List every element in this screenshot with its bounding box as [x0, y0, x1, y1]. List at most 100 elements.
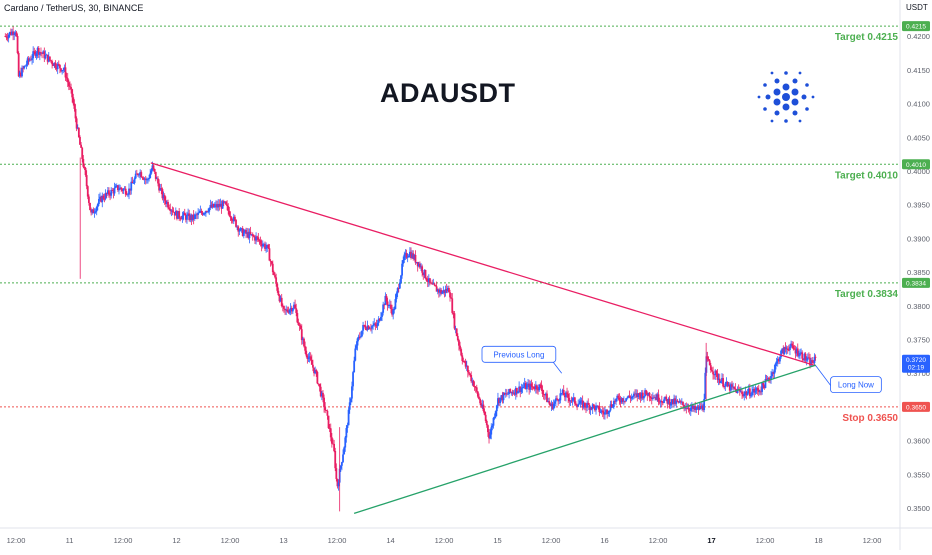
level-price-badge	[902, 401, 930, 412]
candle-body	[789, 346, 791, 351]
candle-body	[813, 356, 816, 363]
candle-body	[296, 312, 299, 323]
candle-body	[87, 196, 90, 203]
symbol-title[interactable]: Cardano / TetherUS, 30, BINANCE	[4, 3, 144, 13]
candle-body	[168, 207, 171, 209]
candle-body	[179, 217, 182, 219]
candle-body	[475, 387, 478, 392]
candle-body	[522, 386, 525, 388]
candle-body	[515, 387, 518, 394]
cardano-logo-dot	[773, 88, 781, 96]
candle-body	[262, 244, 265, 245]
candle-body	[523, 383, 526, 387]
candle-body	[353, 360, 356, 373]
candle-body	[474, 387, 477, 388]
candle-body	[540, 384, 543, 390]
candle-body	[659, 400, 662, 403]
candle-body	[481, 404, 484, 407]
candle-body	[53, 62, 56, 66]
candle-body	[601, 410, 604, 413]
candle-body	[433, 283, 436, 286]
candle-body	[480, 403, 483, 407]
candle-body	[357, 336, 360, 339]
candle-body	[598, 406, 601, 413]
candle-body	[408, 251, 411, 256]
candle-body	[711, 370, 713, 372]
candle-body	[667, 398, 670, 404]
x-tick-label: 13	[279, 536, 287, 545]
candle-body	[692, 405, 694, 409]
candle-body	[462, 360, 465, 362]
candle-body	[410, 251, 412, 258]
cardano-logo-dot	[798, 119, 802, 123]
candle-body	[478, 396, 480, 399]
candle-body	[271, 263, 274, 273]
cardano-logo-dot	[801, 94, 807, 100]
candle-body	[250, 234, 253, 235]
candle-body	[505, 393, 508, 395]
candle-body	[578, 403, 581, 405]
candle-body	[536, 385, 538, 390]
candle-body	[405, 253, 408, 258]
candle-body	[786, 348, 789, 350]
candle-body	[741, 391, 743, 395]
candle-body	[352, 372, 354, 387]
candle-body	[18, 72, 21, 77]
candle-body	[804, 353, 807, 361]
candle-body	[75, 118, 78, 129]
y-tick-label: 0.3900	[907, 234, 930, 243]
x-tick-label: 12:00	[221, 536, 240, 545]
candle-body	[205, 211, 207, 214]
candle-body	[756, 388, 759, 390]
candle-body	[295, 308, 298, 313]
candle-body	[657, 394, 660, 402]
candle-body	[527, 383, 529, 386]
candle-body	[596, 405, 599, 407]
candle-body	[663, 399, 665, 403]
candle-body	[388, 304, 391, 306]
candle-body	[701, 405, 703, 409]
candle-body	[518, 386, 521, 392]
candle-body	[246, 232, 249, 234]
candle-body	[757, 389, 760, 393]
candle-body	[745, 391, 748, 396]
candle-body	[383, 304, 386, 306]
candle-body	[63, 67, 66, 70]
candle-body	[15, 32, 18, 36]
candle-body	[566, 392, 568, 394]
candle-body	[188, 213, 191, 221]
candle-body	[512, 392, 515, 394]
candle-body	[530, 383, 533, 387]
candle-body	[498, 398, 500, 404]
candle-body	[371, 325, 373, 329]
candle-body	[521, 387, 524, 389]
candle-body	[604, 412, 606, 415]
candle-body	[695, 408, 698, 410]
candle-body	[290, 307, 293, 312]
candle-body	[519, 386, 522, 393]
candle-body	[570, 400, 573, 402]
candle-body	[468, 372, 470, 374]
candle-body	[190, 215, 193, 220]
candle-body	[395, 293, 398, 300]
candle-body	[227, 206, 230, 211]
candle-body	[772, 372, 775, 374]
candle-body	[685, 407, 688, 409]
candle-body	[208, 207, 211, 212]
candle-body	[162, 195, 165, 199]
candle-body	[96, 203, 99, 207]
candle-body	[160, 188, 163, 190]
candle-body	[328, 428, 331, 429]
candle-body	[294, 304, 296, 309]
cardano-logo-dot	[792, 110, 798, 116]
candle-body	[28, 59, 31, 61]
candle-body	[662, 402, 664, 404]
candle-body	[569, 400, 572, 402]
candle-body	[694, 406, 697, 410]
candle-body	[425, 278, 428, 281]
candle-body	[333, 443, 336, 451]
candle-body	[758, 391, 761, 393]
candle-body	[805, 359, 808, 361]
candle-body	[672, 399, 674, 404]
candle-body	[654, 397, 657, 399]
